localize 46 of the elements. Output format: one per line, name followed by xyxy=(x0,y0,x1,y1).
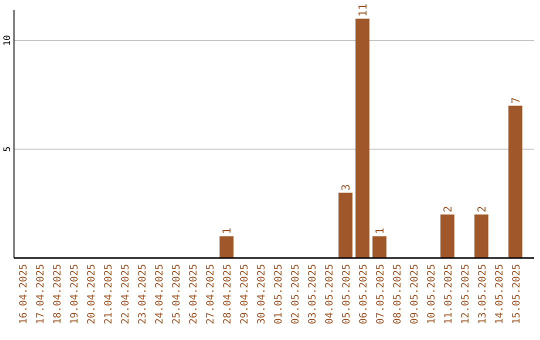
x-tick-label: 09.05.2025 xyxy=(409,264,420,324)
x-tick-label: 20.04.2025 xyxy=(86,264,98,324)
x-tick-label: 14.05.2025 xyxy=(494,264,506,324)
x-tick-label: 11.05.2025 xyxy=(443,264,454,324)
x-tick-label: 12.05.2025 xyxy=(460,264,472,324)
x-tick-label: 07.05.2025 xyxy=(375,264,386,324)
data-label: 2 xyxy=(441,206,454,212)
x-tick-label: 03.05.2025 xyxy=(307,264,318,324)
x-tick-label: 17.04.2025 xyxy=(36,264,47,324)
data-label: 1 xyxy=(220,228,234,234)
y-tick-label: 5 xyxy=(3,146,13,152)
x-tick-label: 27.04.2025 xyxy=(206,264,217,324)
bar xyxy=(508,106,522,258)
x-tick-label: 01.05.2025 xyxy=(273,264,284,324)
data-label: 2 xyxy=(475,206,488,212)
data-label: 1 xyxy=(373,228,386,234)
x-tick-label: 10.05.2025 xyxy=(426,264,438,324)
x-tick-label: 05.05.2025 xyxy=(341,264,352,324)
x-tick-label: 18.04.2025 xyxy=(52,264,64,324)
x-tick-label: 30.04.2025 xyxy=(256,264,268,324)
bar xyxy=(355,18,370,258)
bar xyxy=(372,236,386,258)
data-label: 11 xyxy=(356,3,370,17)
data-label: 7 xyxy=(509,97,522,104)
x-tick-label: 24.04.2025 xyxy=(154,264,166,324)
bar xyxy=(338,192,352,258)
x-tick-label: 26.04.2025 xyxy=(188,264,200,324)
x-tick-label: 21.04.2025 xyxy=(104,264,115,324)
x-tick-label: 28.04.2025 xyxy=(222,264,234,324)
x-tick-label: 16.04.2025 xyxy=(18,264,30,324)
x-tick-label: 13.05.2025 xyxy=(477,264,488,324)
x-tick-label: 25.04.2025 xyxy=(172,264,183,324)
x-tick-label: 02.05.2025 xyxy=(290,264,302,324)
x-tick-label: 23.04.2025 xyxy=(138,264,149,324)
x-tick-label: 19.04.2025 xyxy=(70,264,81,324)
x-tick-label: 15.05.2025 xyxy=(511,264,522,324)
x-tick-label: 22.04.2025 xyxy=(120,264,132,324)
data-label: 3 xyxy=(339,184,352,191)
bar xyxy=(440,214,454,258)
bar xyxy=(220,236,234,258)
x-tick-label: 08.05.2025 xyxy=(392,264,404,324)
bar xyxy=(474,214,488,258)
x-tick-label: 29.04.2025 xyxy=(240,264,251,324)
y-tick-label: 10 xyxy=(3,35,13,46)
x-tick-label: 06.05.2025 xyxy=(358,264,370,324)
x-tick-label: 04.05.2025 xyxy=(324,264,336,324)
